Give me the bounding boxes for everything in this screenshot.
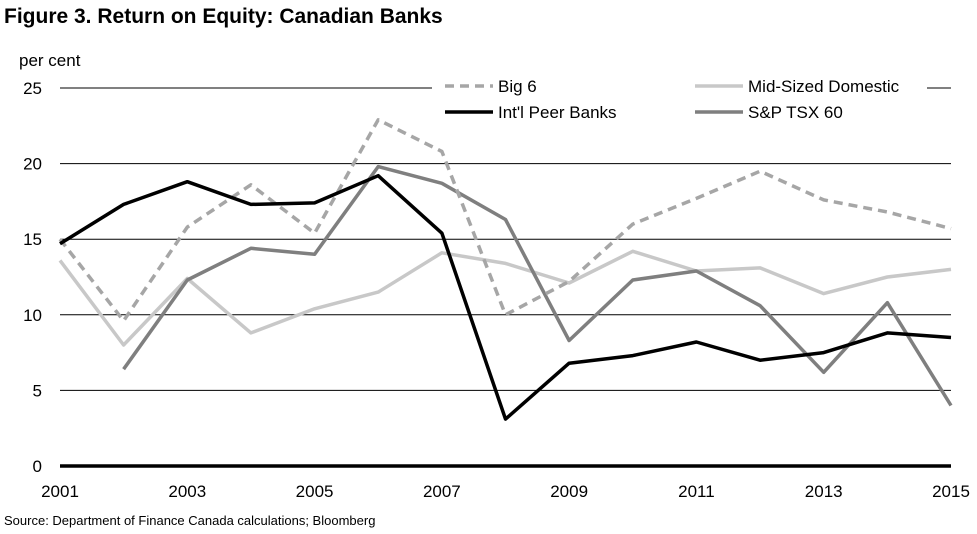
x-tick-label: 2001 xyxy=(41,482,79,501)
x-tick-label: 2013 xyxy=(805,482,843,501)
series-line xyxy=(58,249,952,347)
x-tick-label: 2005 xyxy=(296,482,334,501)
y-tick-label: 10 xyxy=(23,306,42,325)
y-tick-label: 0 xyxy=(33,457,42,476)
x-tick-label: 2009 xyxy=(550,482,588,501)
legend-label: Int'l Peer Banks xyxy=(498,103,617,122)
series-line xyxy=(58,118,952,323)
legend-label: S&P TSX 60 xyxy=(748,103,843,122)
series-line xyxy=(122,164,953,407)
source-note: Source: Department of Finance Canada cal… xyxy=(4,513,376,528)
figure-title: Figure 3. Return on Equity: Canadian Ban… xyxy=(4,5,443,28)
x-tick-label: 2007 xyxy=(423,482,461,501)
legend-label: Big 6 xyxy=(498,77,537,96)
y-tick-label: 5 xyxy=(33,381,42,400)
x-tick-label: 2015 xyxy=(932,482,970,501)
legend-label: Mid-Sized Domestic xyxy=(748,77,900,96)
y-tick-label: 25 xyxy=(23,79,42,98)
series-line xyxy=(59,173,952,421)
legend-box xyxy=(432,74,927,126)
y-tick-label: 20 xyxy=(23,155,42,174)
x-tick-label: 2011 xyxy=(678,482,715,501)
y-axis-label: per cent xyxy=(19,51,81,70)
y-tick-label: 15 xyxy=(23,230,42,249)
x-tick-label: 2003 xyxy=(168,482,206,501)
